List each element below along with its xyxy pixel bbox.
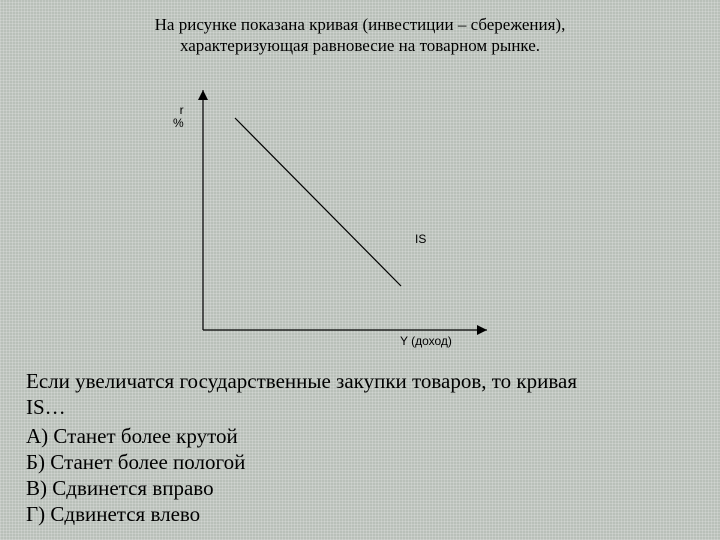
slide: На рисунке показана кривая (инвестиции –… xyxy=(0,0,720,540)
answer-g: Г) Сдвинется влево xyxy=(26,501,694,527)
title-line-2: характеризующая равновесие на товарном р… xyxy=(180,36,540,55)
y-axis-arrow-icon xyxy=(198,90,208,100)
chart-svg xyxy=(195,90,495,350)
curve-label-is: IS xyxy=(415,232,426,246)
x-axis-label: Y (доход) xyxy=(400,334,452,348)
answer-v: В) Сдвинется вправо xyxy=(26,475,694,501)
is-curve-line xyxy=(235,118,401,286)
title-line-1: На рисунке показана кривая (инвестиции –… xyxy=(155,15,566,34)
y-axis-label: r % xyxy=(173,104,184,130)
y-axis-label-r: r xyxy=(180,103,184,117)
answer-b: Б) Станет более пологой xyxy=(26,449,694,475)
question-line-1: Если увеличатся государственные закупки … xyxy=(26,369,577,393)
question-line-2: IS… xyxy=(26,395,66,419)
answer-a: А) Станет более крутой xyxy=(26,423,694,449)
y-axis-label-pct: % xyxy=(173,116,184,130)
is-curve-chart: r % IS Y (доход) xyxy=(195,90,495,350)
question-text: Если увеличатся государственные закупки … xyxy=(26,368,694,421)
question-block: Если увеличатся государственные закупки … xyxy=(26,368,694,528)
slide-title: На рисунке показана кривая (инвестиции –… xyxy=(0,14,720,57)
x-axis-arrow-icon xyxy=(477,325,487,335)
